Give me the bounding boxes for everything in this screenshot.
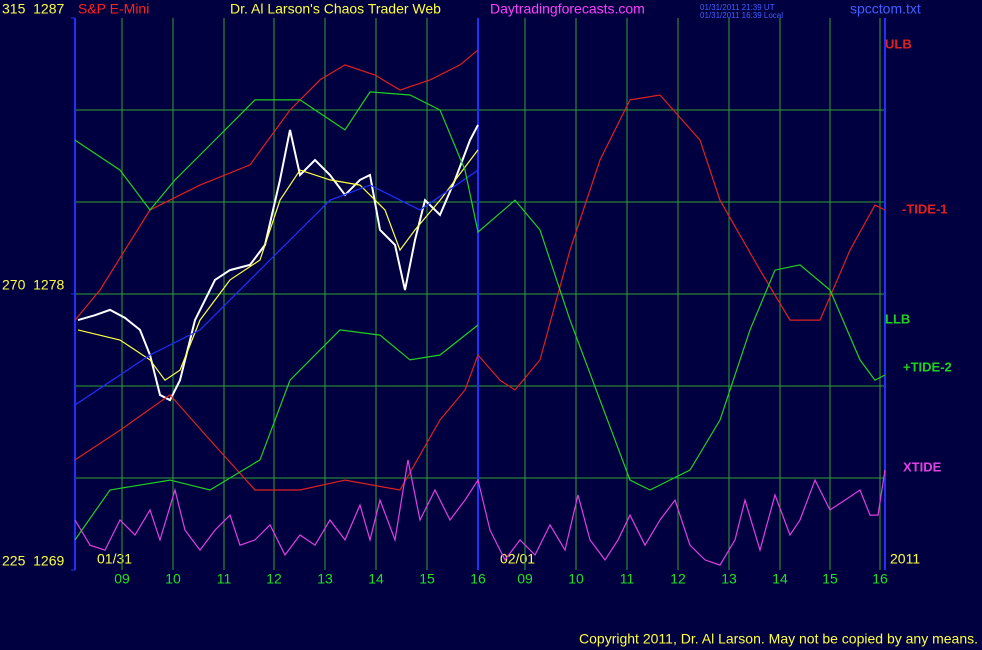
series-line bbox=[74, 94, 886, 491]
series-label: +TIDE-2 bbox=[903, 359, 952, 374]
x-tick-label: 13 bbox=[317, 571, 333, 587]
x-tick-label: 16 bbox=[872, 571, 888, 587]
timestamp: 01/31/2011 16:39 Local bbox=[700, 11, 783, 20]
x-tick-label: 13 bbox=[721, 571, 737, 587]
date-label: 2011 bbox=[890, 551, 920, 567]
series-line bbox=[77, 149, 479, 382]
y-tick-label: 270 1278 bbox=[2, 277, 64, 293]
x-tick-label: 10 bbox=[165, 571, 181, 587]
timestamp: 01/31/2011 21:39 UT bbox=[700, 3, 775, 12]
series-line bbox=[74, 459, 886, 566]
series-line bbox=[74, 91, 886, 491]
y-tick-label: 225 1269 bbox=[2, 553, 64, 569]
series-label: LLB bbox=[885, 311, 910, 326]
series-line bbox=[74, 169, 479, 406]
chart-title: Dr. Al Larson's Chaos Trader Web bbox=[230, 1, 441, 17]
x-tick-label: 16 bbox=[470, 571, 486, 587]
x-tick-label: 11 bbox=[620, 571, 635, 587]
x-tick-label: 14 bbox=[368, 571, 384, 587]
file-name: spcctom.txt bbox=[850, 1, 921, 17]
x-tick-label: 15 bbox=[822, 571, 838, 587]
series-label: -TIDE-1 bbox=[902, 201, 948, 216]
copyright: Copyright 2011, Dr. Al Larson. May not b… bbox=[579, 631, 978, 647]
series-label: ULB bbox=[885, 36, 912, 51]
x-tick-label: 12 bbox=[266, 571, 282, 587]
x-tick-label: 09 bbox=[114, 571, 130, 587]
x-tick-label: 14 bbox=[772, 571, 788, 587]
x-tick-label: 11 bbox=[217, 571, 232, 587]
date-label: 01/31 bbox=[97, 551, 132, 567]
x-tick-label: 09 bbox=[517, 571, 533, 587]
x-tick-label: 10 bbox=[568, 571, 584, 587]
y-tick-label: 315 1287 bbox=[2, 1, 64, 17]
site: Daytradingforecasts.com bbox=[490, 1, 645, 17]
series-label: XTIDE bbox=[903, 459, 942, 474]
x-tick-label: 12 bbox=[670, 571, 686, 587]
x-tick-label: 15 bbox=[419, 571, 435, 587]
symbol: S&P E-Mini bbox=[78, 1, 149, 17]
series-line bbox=[74, 324, 479, 541]
